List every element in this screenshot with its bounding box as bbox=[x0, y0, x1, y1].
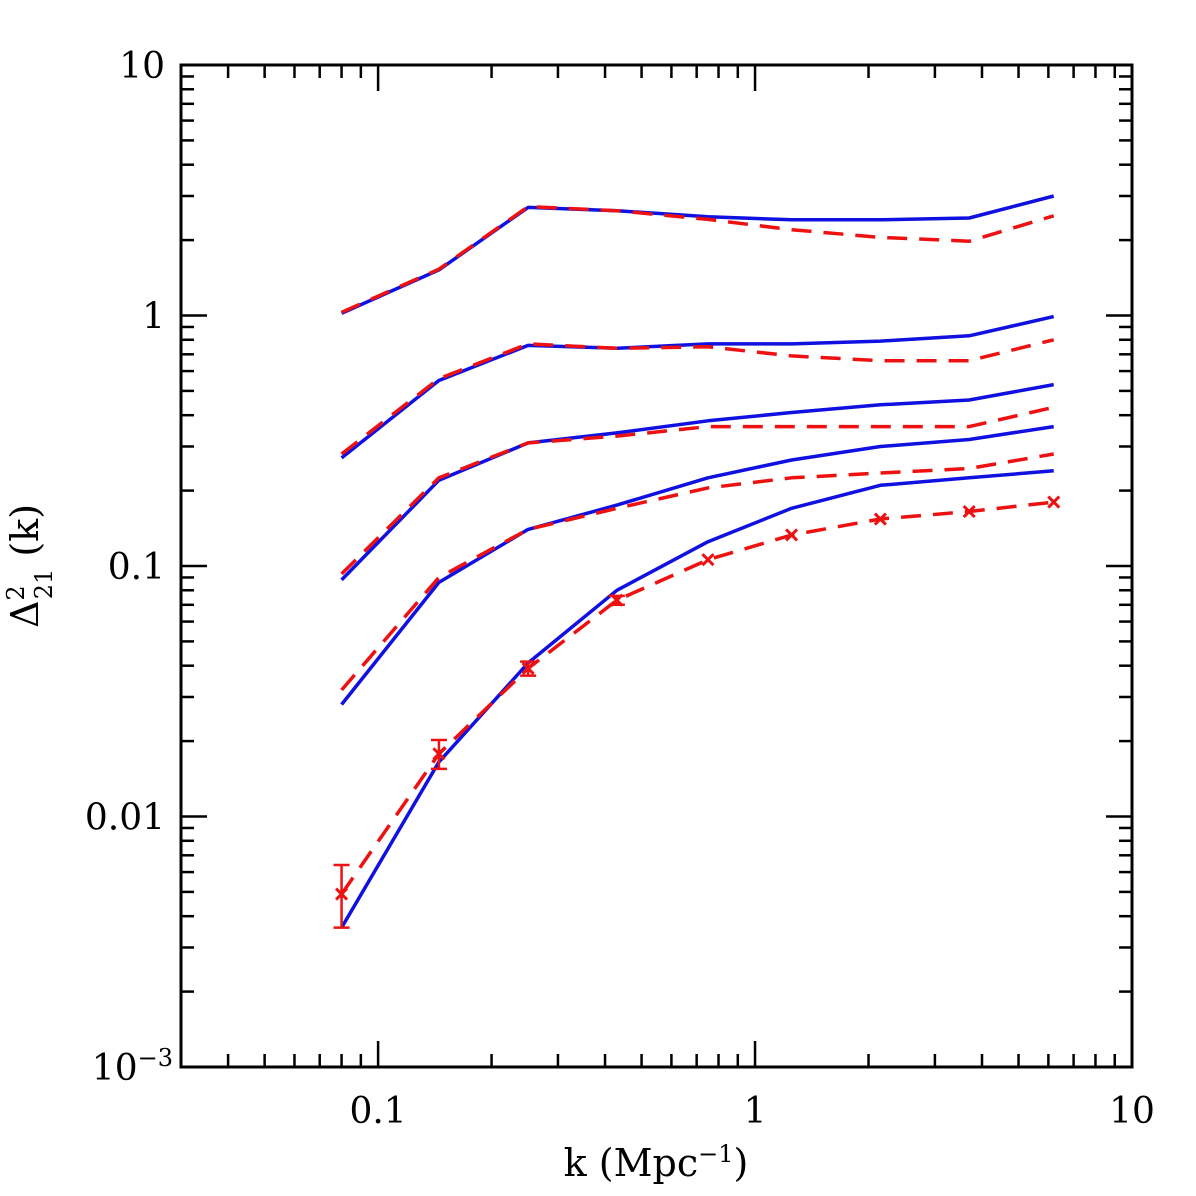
series-line-2 bbox=[340, 314, 1055, 460]
series-layer bbox=[333, 194, 1061, 929]
marker-stroke bbox=[962, 504, 976, 519]
y-tick-label: 0.1 bbox=[108, 547, 165, 588]
series-line-8 bbox=[340, 469, 1054, 929]
marker-stroke bbox=[785, 528, 799, 542]
series-line-0 bbox=[340, 194, 1055, 315]
series-line-1 bbox=[340, 204, 1055, 314]
data-point-marker bbox=[962, 504, 976, 519]
y-tick-label: 10−3 bbox=[92, 1044, 173, 1089]
x-axis-label: k (Mpc−1) bbox=[564, 1140, 749, 1185]
marker-stroke bbox=[521, 661, 535, 675]
series-line-5 bbox=[340, 405, 1055, 576]
x-tick-label: 1 bbox=[744, 1091, 767, 1132]
ticks-layer bbox=[179, 63, 1134, 1069]
series-line-7 bbox=[340, 452, 1054, 692]
plot-frame bbox=[179, 63, 1134, 1069]
marker-stroke bbox=[873, 512, 887, 526]
data-point-marker bbox=[701, 553, 715, 567]
data-point-marker bbox=[785, 528, 799, 542]
data-point-marker bbox=[432, 747, 446, 761]
y-tick-label: 1 bbox=[142, 297, 165, 338]
marker-stroke bbox=[432, 747, 446, 761]
marker-stroke bbox=[701, 553, 715, 567]
x-tick-label: 0.1 bbox=[349, 1091, 406, 1132]
x-tick-label: 10 bbox=[1109, 1091, 1155, 1132]
marker-stroke bbox=[610, 593, 624, 607]
data-point-marker bbox=[610, 593, 624, 607]
y-axis-label: Δ221 (k) bbox=[2, 504, 58, 628]
marker-stroke bbox=[1047, 495, 1061, 509]
series-line-3 bbox=[340, 338, 1055, 456]
marker-stroke bbox=[335, 887, 349, 901]
data-point-marker bbox=[873, 512, 887, 526]
data-point-marker bbox=[1047, 495, 1061, 509]
data-point-marker bbox=[335, 887, 349, 901]
labels-layer: 0.1 1 10 10 1 0.1 0.01 10−3 bbox=[85, 46, 1155, 1132]
data-point-marker bbox=[521, 661, 535, 675]
series-line-9 bbox=[340, 500, 1054, 896]
y-tick-label: 10 bbox=[119, 46, 165, 87]
y-tick-label: 0.01 bbox=[85, 798, 165, 839]
series-line-6 bbox=[340, 424, 1054, 706]
